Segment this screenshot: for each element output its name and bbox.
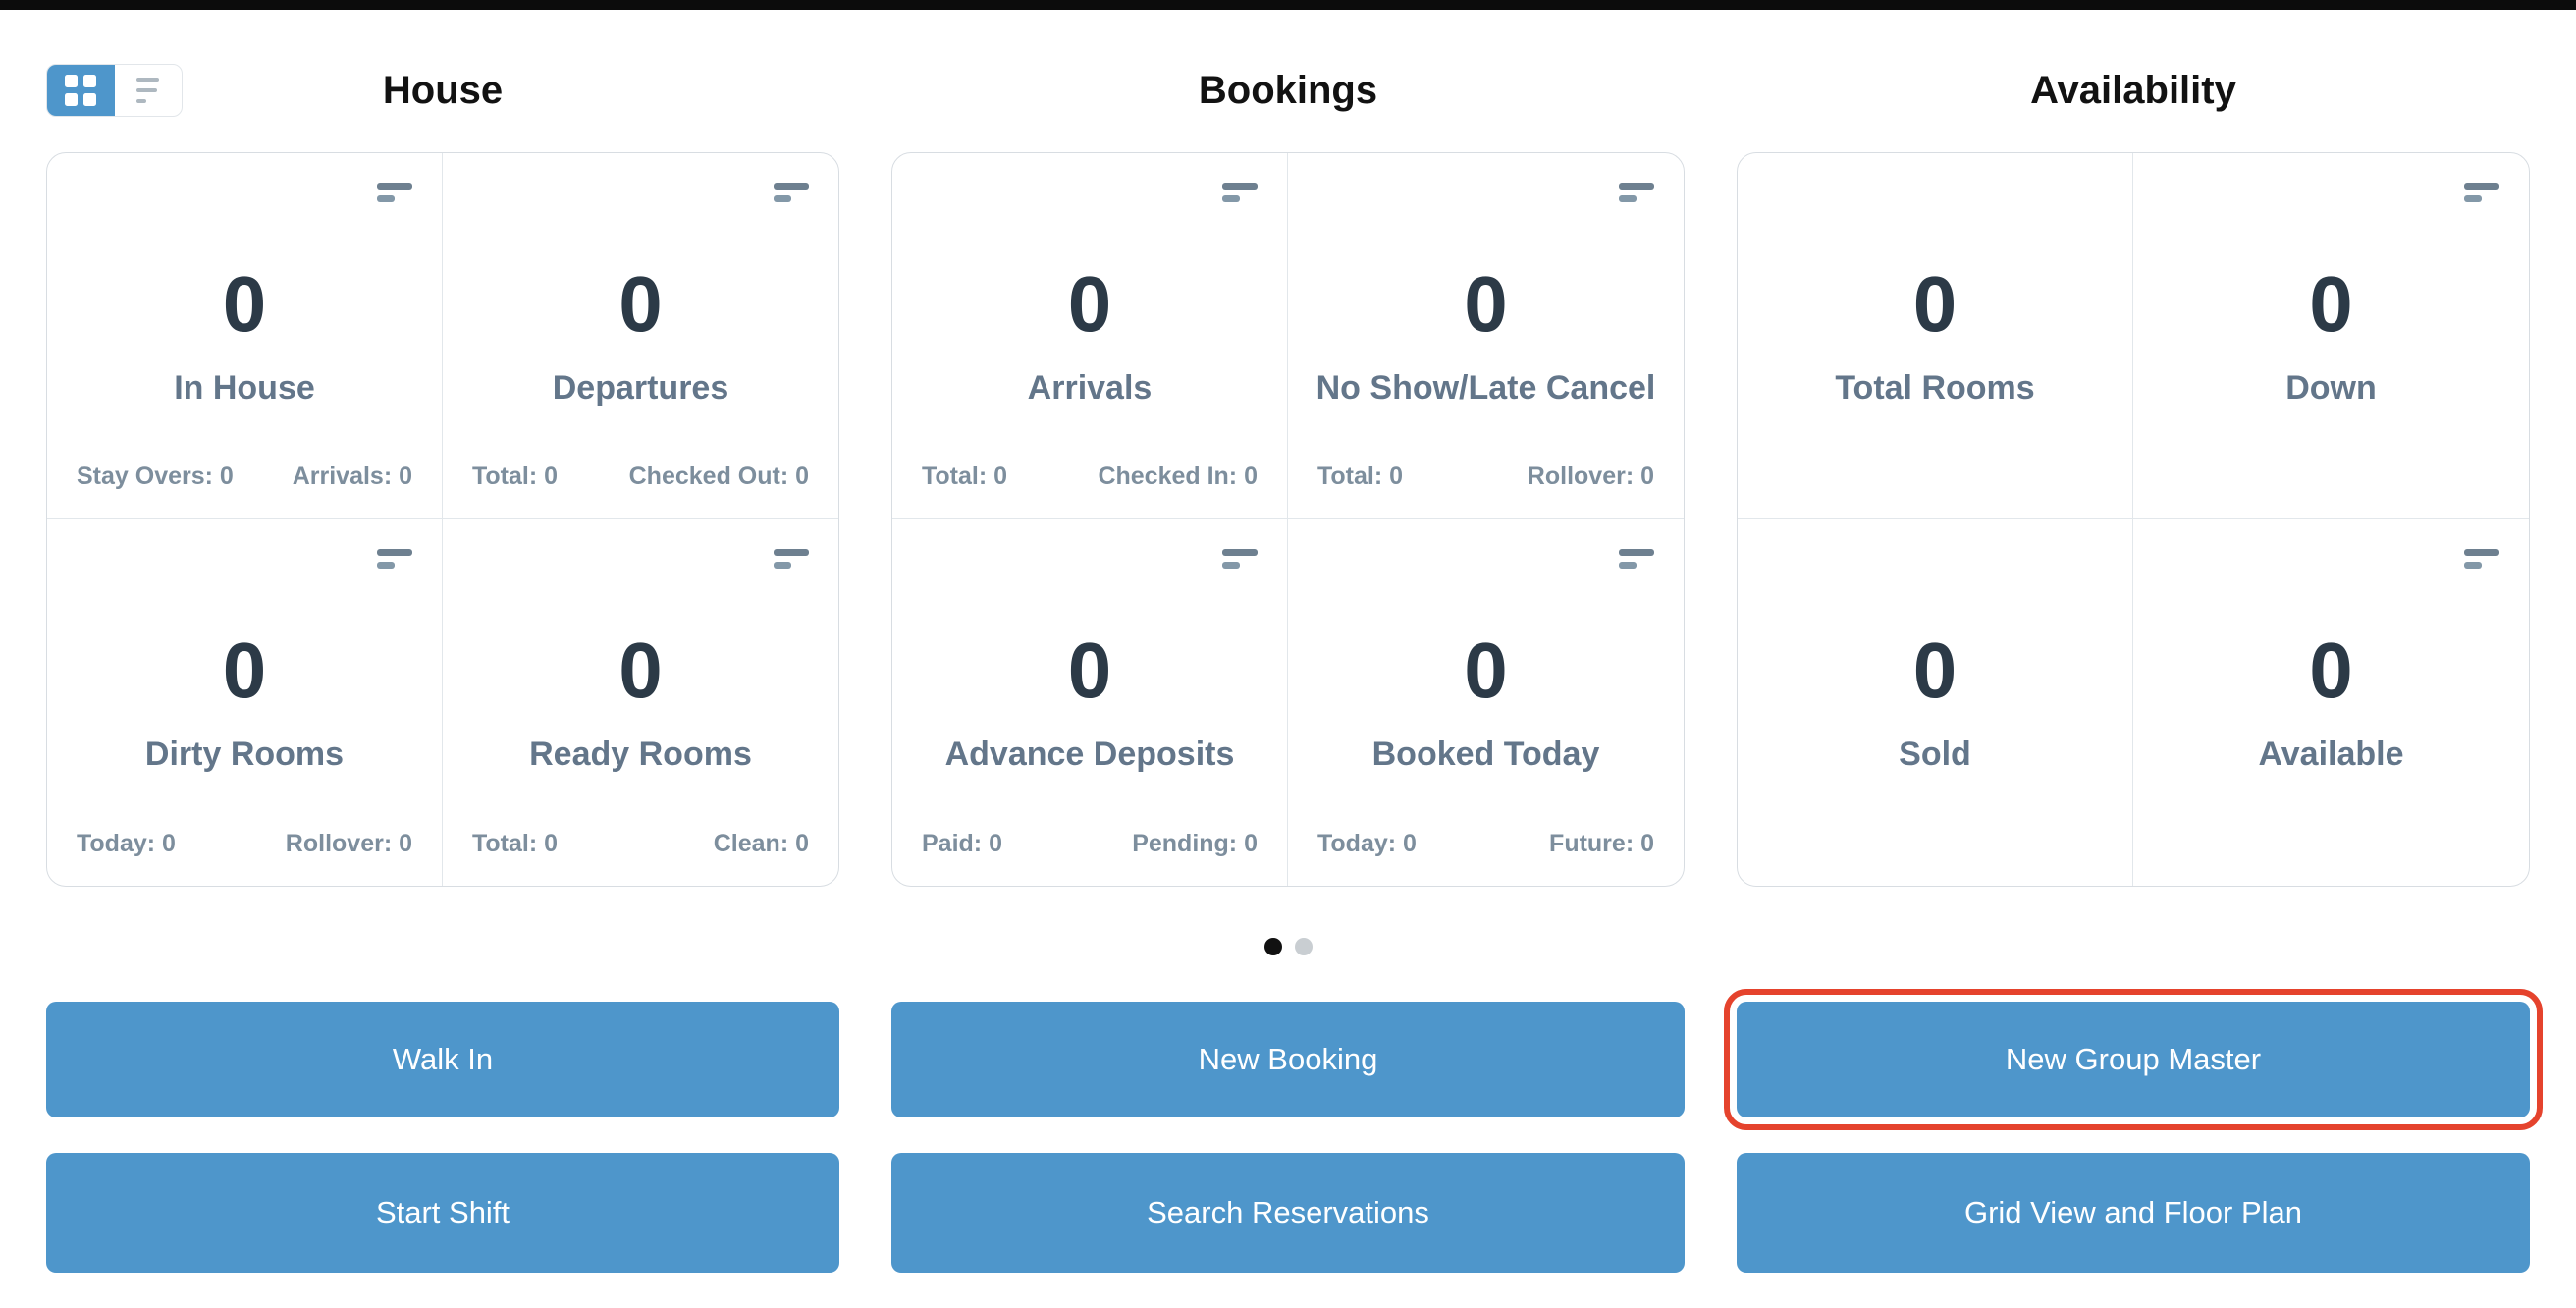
stat-footer-right: Clean: 0 [713,830,809,857]
stat-card-sold[interactable]: 0 Sold [1738,519,2133,886]
dashboard: House Bookings Availability 0 In House S… [0,61,2576,1273]
stat-card-available[interactable]: 0 Available [2133,519,2529,886]
stat-footer: Total: 0 Checked Out: 0 [472,463,809,491]
stat-value: 0 [618,259,663,348]
stat-value: 0 [2309,627,2353,714]
stat-value: 0 [222,259,267,348]
stat-footer: Stay Overs: 0 Arrivals: 0 [77,463,412,491]
stat-footer-left: Total: 0 [472,463,559,490]
stat-footer-left: Total: 0 [472,830,559,857]
stat-footer-left: Today: 0 [1317,830,1417,857]
stat-footer-right: Arrivals: 0 [292,463,412,490]
stat-label: Sold [1899,736,1971,773]
stat-lines-icon [1619,549,1654,569]
top-black-bar [0,0,2576,10]
stat-footer-left: Total: 0 [922,463,1008,490]
stat-label: Total Rooms [1835,368,2035,407]
section-title-bookings: Bookings [1198,69,1378,112]
stat-card-no-show-late-cancel[interactable]: 0 No Show/Late Cancel Total: 0 Rollover:… [1288,153,1684,519]
stat-value: 0 [1464,627,1508,714]
stat-footer-right: Rollover: 0 [285,830,412,857]
stat-footer-left: Total: 0 [1317,463,1404,490]
stat-label: Dirty Rooms [144,736,345,773]
action-row-1: Walk In New Booking New Group Master [46,989,2543,1130]
stat-footer: Total: 0 Clean: 0 [472,830,809,858]
stat-card-in-house[interactable]: 0 In House Stay Overs: 0 Arrivals: 0 [47,153,443,519]
stat-label: Booked Today [1371,736,1600,773]
stat-card-dirty-rooms[interactable]: 0 Dirty Rooms Today: 0 Rollover: 0 [47,519,443,886]
stat-lines-icon [2464,183,2499,202]
stat-value: 0 [2309,259,2353,348]
stat-lines-icon [1222,183,1258,202]
stat-label: Down [2285,368,2377,407]
new-booking-button[interactable]: New Booking [891,1002,1685,1117]
stat-label: In House [174,368,315,407]
list-icon [136,78,160,103]
stat-card-total-rooms[interactable]: 0 Total Rooms [1738,153,2133,519]
walk-in-button[interactable]: Walk In [46,1002,839,1117]
stat-label: Ready Rooms [529,736,752,773]
section-title-availability: Availability [2030,69,2236,112]
stat-card-advance-deposits[interactable]: 0 Advance Deposits Paid: 0 Pending: 0 [892,519,1288,886]
stat-value: 0 [222,627,267,714]
stat-card-booked-today[interactable]: 0 Booked Today Today: 0 Future: 0 [1288,519,1684,886]
stat-footer: Paid: 0 Pending: 0 [922,830,1258,858]
stat-footer-right: Rollover: 0 [1527,463,1654,490]
stat-lines-icon [774,549,809,569]
panel-availability: 0 Total Rooms 0 Down 0 Sold 0 Available [1737,152,2530,887]
panel-bookings: 0 Arrivals Total: 0 Checked In: 0 0 No S… [891,152,1685,887]
carousel-dots [46,938,2530,955]
stat-footer-right: Checked Out: 0 [628,463,809,490]
grid-icon [65,75,97,106]
action-row-2: Start Shift Search Reservations Grid Vie… [46,1153,2530,1273]
section-headers: House Bookings Availability [46,61,2530,120]
carousel-dot-active[interactable] [1263,938,1282,955]
stat-value: 0 [1067,627,1112,714]
stat-footer-right: Future: 0 [1549,830,1654,857]
stat-value: 0 [1912,259,1958,348]
stat-panels: 0 In House Stay Overs: 0 Arrivals: 0 0 D… [46,152,2530,887]
stat-lines-icon [377,549,412,569]
stat-footer: Today: 0 Rollover: 0 [77,830,412,858]
section-title-house: House [382,69,504,112]
new-group-master-button[interactable]: New Group Master [1724,989,2543,1130]
stat-value: 0 [1912,627,1958,714]
stat-lines-icon [2464,549,2499,569]
carousel-dot[interactable] [1294,938,1313,955]
stat-value: 0 [1464,259,1508,348]
stat-value: 0 [1067,259,1112,348]
start-shift-button[interactable]: Start Shift [46,1153,839,1273]
stat-footer: Total: 0 Rollover: 0 [1317,463,1654,491]
stat-label: Available [2258,736,2404,773]
stat-card-arrivals[interactable]: 0 Arrivals Total: 0 Checked In: 0 [892,153,1288,519]
stat-footer-right: Checked In: 0 [1098,463,1258,490]
stat-label: No Show/Late Cancel [1315,368,1656,407]
stat-lines-icon [1619,183,1654,202]
search-reservations-button[interactable]: Search Reservations [891,1153,1685,1273]
stat-footer-right: Pending: 0 [1132,830,1258,857]
stat-footer-left: Stay Overs: 0 [77,463,234,490]
stat-footer-left: Paid: 0 [922,830,1002,857]
stat-footer-left: Today: 0 [77,830,176,857]
stat-label: Departures [552,368,729,407]
stat-label: Advance Deposits [944,736,1235,773]
stat-lines-icon [774,183,809,202]
stat-lines-icon [1222,549,1258,569]
stat-lines-icon [377,183,412,202]
stat-label: Arrivals [1027,368,1153,407]
stat-card-down[interactable]: 0 Down [2133,153,2529,519]
stat-footer: Total: 0 Checked In: 0 [922,463,1258,491]
panel-house: 0 In House Stay Overs: 0 Arrivals: 0 0 D… [46,152,839,887]
stat-card-departures[interactable]: 0 Departures Total: 0 Checked Out: 0 [443,153,838,519]
stat-card-ready-rooms[interactable]: 0 Ready Rooms Total: 0 Clean: 0 [443,519,838,886]
grid-view-floor-plan-button[interactable]: Grid View and Floor Plan [1737,1153,2530,1273]
view-toggle [46,64,183,117]
list-view-button[interactable] [115,65,183,116]
stat-value: 0 [618,627,663,714]
grid-view-button[interactable] [47,65,115,116]
stat-footer: Today: 0 Future: 0 [1317,830,1654,858]
